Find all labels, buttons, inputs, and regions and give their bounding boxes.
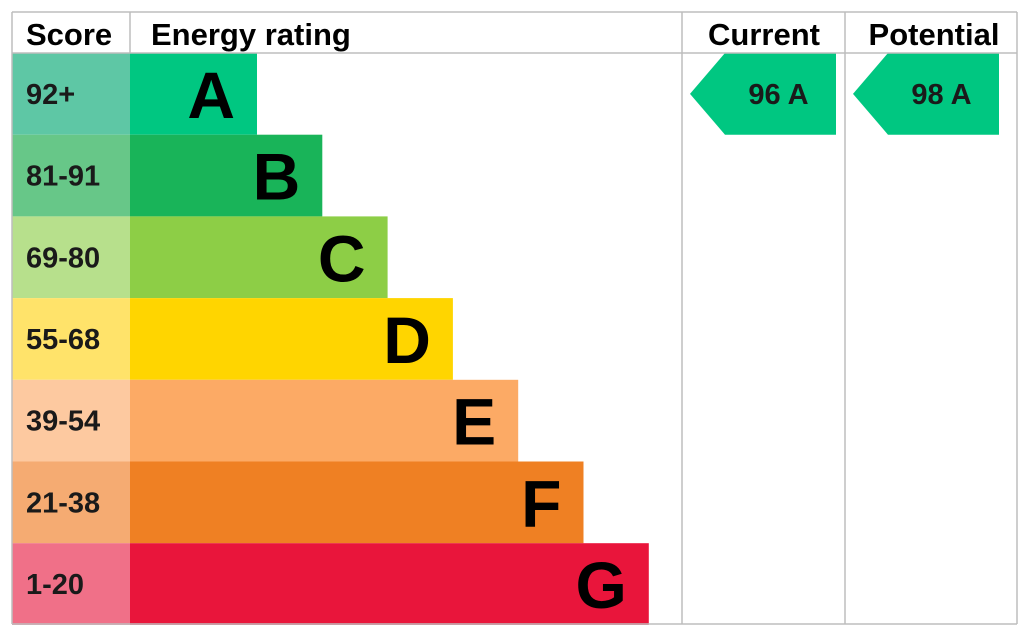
band-f-range: 21-38 <box>26 487 100 519</box>
band-d-score-cell <box>12 298 130 380</box>
potential-rating-marker-arrow <box>853 53 999 135</box>
band-g-range: 1-20 <box>26 569 84 601</box>
band-a-range: 92+ <box>26 79 75 111</box>
score-header: Score <box>26 17 112 52</box>
band-g: 1-20 G <box>12 543 649 625</box>
band-f-letter: F <box>521 466 561 540</box>
band-g-score-cell <box>12 543 130 625</box>
band-e-letter: E <box>452 385 496 459</box>
band-d-bar <box>130 298 453 380</box>
rating-bands: 92+ A 81-91 B 69-80 C 55-68 D 39-54 E 21-38 F 1-20 G <box>12 53 649 625</box>
current-header: Current <box>708 17 820 52</box>
band-e-range: 39-54 <box>26 406 100 438</box>
current-rating-marker: 96 A <box>690 53 836 135</box>
band-f-bar <box>130 461 584 544</box>
band-b-score-cell <box>12 134 130 217</box>
band-g-bar <box>130 543 649 625</box>
band-f-score-cell <box>12 461 130 544</box>
band-e: 39-54 E <box>12 379 519 462</box>
band-f: 21-38 F <box>12 461 584 544</box>
band-e-score-cell <box>12 379 130 462</box>
band-c: 69-80 C <box>12 216 388 299</box>
band-c-range: 69-80 <box>26 242 100 274</box>
potential-header: Potential <box>869 17 1000 52</box>
band-d: 55-68 D <box>12 298 453 380</box>
band-d-range: 55-68 <box>26 324 100 356</box>
current-rating-marker-arrow <box>690 53 836 135</box>
band-b: 81-91 B <box>12 134 323 217</box>
band-c-bar <box>130 216 388 299</box>
band-a-letter: A <box>187 58 235 132</box>
band-a: 92+ A <box>12 53 257 135</box>
band-b-range: 81-91 <box>26 161 100 193</box>
band-c-score-cell <box>12 216 130 299</box>
band-b-bar <box>130 134 323 217</box>
band-a-bar <box>130 53 257 135</box>
band-b-letter: B <box>253 140 301 214</box>
potential-rating-marker: 98 A <box>853 53 999 135</box>
band-a-score-cell <box>12 53 130 135</box>
band-d-letter: D <box>383 303 431 377</box>
rating-markers: 96 A 98 A <box>690 53 999 135</box>
band-c-letter: C <box>318 221 366 295</box>
energy-rating-header: Energy rating <box>151 17 351 52</box>
band-e-bar <box>130 379 519 462</box>
current-rating-marker-label: 96 A <box>748 79 808 111</box>
potential-rating-marker-label: 98 A <box>911 79 971 111</box>
chart-grid <box>11 11 1018 625</box>
band-g-letter: G <box>575 548 626 622</box>
